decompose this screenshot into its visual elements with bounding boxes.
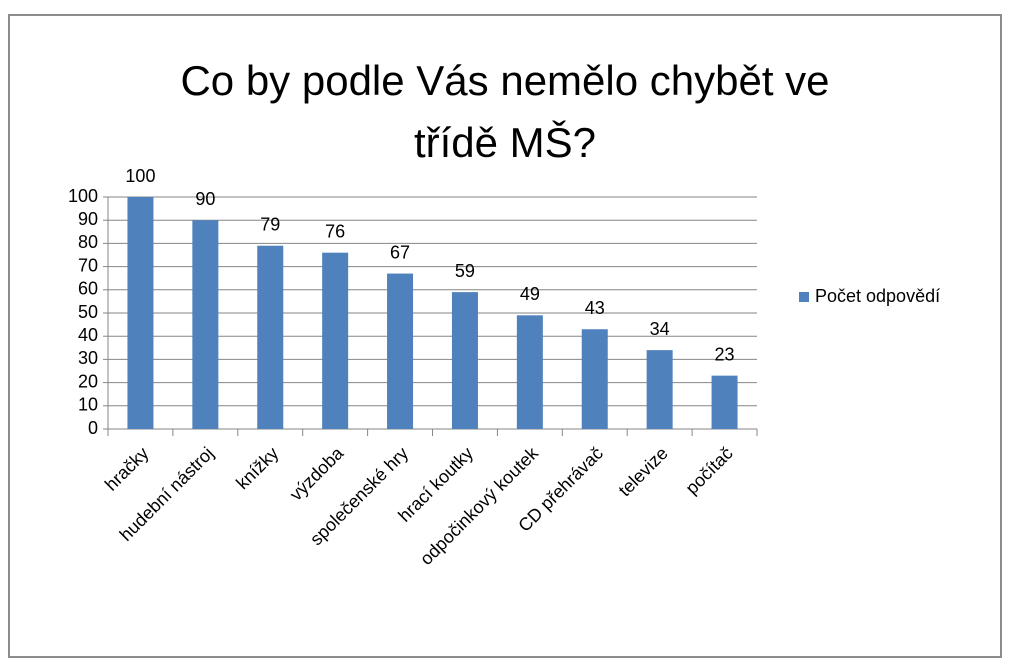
y-tick-label: 20 [78, 371, 98, 391]
data-label: 79 [260, 214, 280, 234]
y-tick-label: 10 [78, 395, 98, 415]
y-tick-label: 30 [78, 348, 98, 368]
data-label: 59 [455, 261, 475, 281]
y-tick-label: 40 [78, 325, 98, 345]
y-tick-label: 50 [78, 302, 98, 322]
data-label: 23 [715, 344, 735, 364]
legend-swatch [799, 292, 809, 302]
y-tick-label: 80 [78, 232, 98, 252]
y-tick-label: 0 [88, 418, 98, 438]
bar [257, 245, 284, 429]
y-tick-label: 70 [78, 255, 98, 275]
bar [387, 273, 414, 429]
y-tick-label: 90 [78, 209, 98, 229]
data-label: 100 [125, 166, 155, 186]
bar [581, 329, 608, 429]
x-tick-label: počítač [682, 443, 737, 498]
x-tick-label: odpočinkový koutek [416, 442, 543, 569]
chart-title: Co by podle Vás nemělo chybět ve třídě M… [180, 57, 830, 166]
y-tick-label: 100 [68, 186, 98, 206]
x-tick-label: televize [615, 443, 672, 500]
legend-label: Počet odpovědí [815, 286, 940, 306]
data-label: 67 [390, 242, 410, 262]
bar [322, 252, 349, 429]
bar [451, 292, 478, 429]
y-tick-label: 60 [78, 279, 98, 299]
data-label: 76 [325, 221, 345, 241]
x-tick-label: knížky [232, 443, 282, 493]
data-label: 34 [650, 319, 670, 339]
bar [192, 220, 219, 429]
bar [127, 197, 154, 429]
data-label: 49 [520, 284, 540, 304]
chart-frame [8, 14, 1002, 658]
x-tick-label: hračky [101, 443, 153, 495]
x-tick-label: výzdoba [286, 442, 348, 504]
data-label: 43 [585, 298, 605, 318]
bar [711, 375, 738, 429]
bar [516, 315, 543, 429]
bar [646, 350, 673, 429]
data-label: 90 [195, 189, 215, 209]
